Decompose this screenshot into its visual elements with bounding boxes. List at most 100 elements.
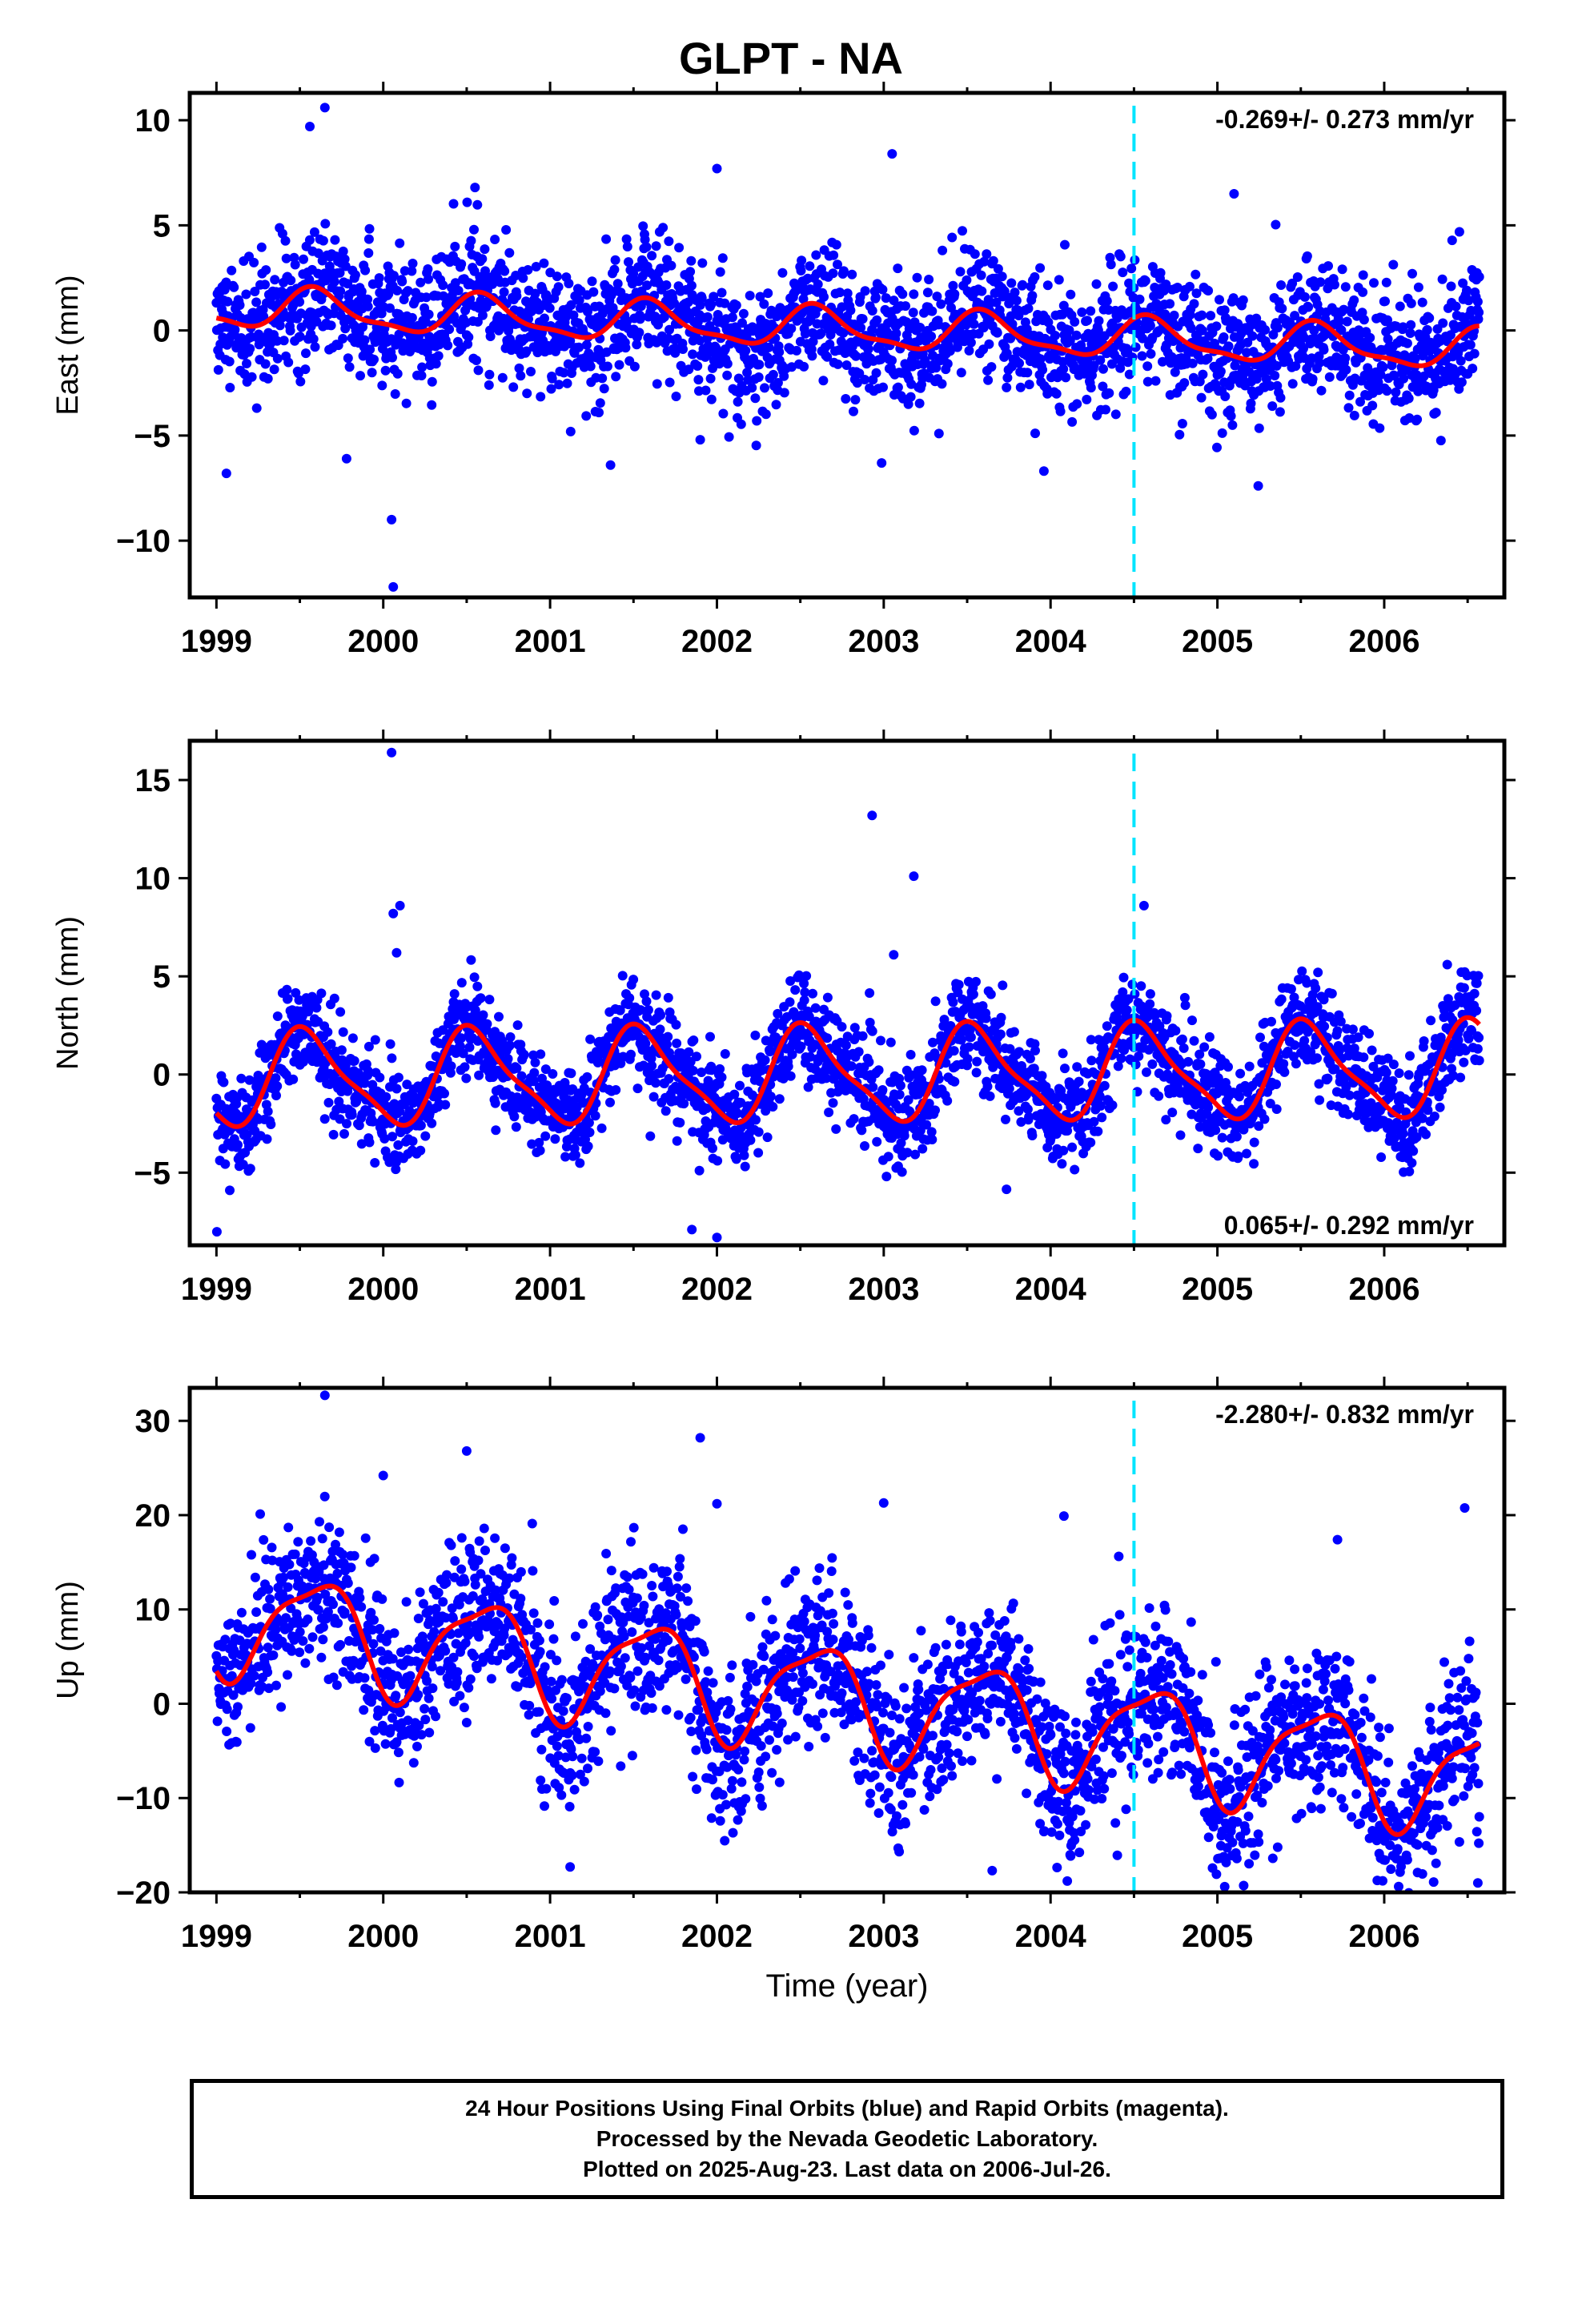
north-point bbox=[971, 976, 981, 987]
east-point bbox=[1014, 311, 1024, 320]
east-point bbox=[251, 297, 262, 308]
north-point bbox=[584, 1118, 594, 1128]
east-point bbox=[717, 253, 728, 263]
north-point bbox=[238, 1160, 248, 1170]
north-point bbox=[794, 970, 804, 980]
north-point bbox=[335, 1007, 346, 1017]
north-point bbox=[1067, 1142, 1078, 1152]
north-point bbox=[1057, 1159, 1067, 1169]
east-point bbox=[1303, 302, 1314, 312]
east-point bbox=[1169, 310, 1179, 320]
east-point bbox=[1038, 466, 1049, 476]
east-xtick-label: 2004 bbox=[1015, 624, 1087, 659]
north-point bbox=[233, 1140, 243, 1150]
east-point bbox=[242, 359, 251, 368]
east-point bbox=[909, 289, 919, 300]
east-point bbox=[610, 255, 620, 265]
east-point bbox=[1260, 324, 1271, 335]
east-point bbox=[504, 247, 515, 258]
north-point bbox=[1233, 1151, 1243, 1161]
north-point bbox=[926, 1127, 937, 1137]
north-point bbox=[334, 1096, 344, 1107]
east-point bbox=[300, 364, 311, 375]
east-point bbox=[666, 260, 677, 271]
north-point bbox=[1315, 1095, 1325, 1105]
north-point bbox=[1327, 988, 1337, 999]
east-point bbox=[522, 388, 532, 399]
north-point bbox=[624, 993, 635, 1003]
north-point bbox=[799, 995, 809, 1005]
north-point bbox=[1030, 1045, 1040, 1055]
east-point bbox=[587, 276, 597, 287]
north-point bbox=[655, 1024, 665, 1035]
north-point bbox=[822, 992, 833, 1003]
east-point bbox=[629, 361, 640, 372]
east-point bbox=[982, 249, 992, 259]
east-point bbox=[355, 371, 365, 381]
east-point bbox=[369, 354, 379, 364]
east-point bbox=[1378, 362, 1388, 372]
north-point bbox=[1113, 1061, 1123, 1072]
east-point bbox=[363, 234, 374, 244]
east-point bbox=[358, 322, 367, 332]
east-point bbox=[857, 314, 868, 324]
north-point bbox=[982, 1081, 993, 1092]
east-point bbox=[708, 363, 717, 373]
north-point bbox=[785, 997, 795, 1007]
east-point bbox=[602, 361, 612, 372]
east-point bbox=[693, 361, 703, 371]
east-point bbox=[641, 242, 652, 252]
north-point bbox=[1005, 1043, 1015, 1054]
east-point bbox=[741, 345, 751, 356]
east-point bbox=[912, 272, 922, 283]
east-point bbox=[559, 368, 569, 378]
north-point bbox=[464, 1042, 475, 1052]
east-point bbox=[310, 342, 320, 352]
north-point bbox=[785, 1071, 796, 1081]
north-point bbox=[1231, 1132, 1242, 1142]
east-point bbox=[394, 329, 404, 340]
north-point bbox=[379, 1133, 390, 1144]
north-point bbox=[1037, 1071, 1047, 1081]
east-point bbox=[760, 383, 769, 393]
north-point bbox=[941, 1058, 951, 1068]
north-point bbox=[445, 1068, 456, 1078]
north-point bbox=[244, 1075, 255, 1085]
east-point bbox=[725, 339, 735, 349]
east-point bbox=[1137, 351, 1147, 361]
east-point bbox=[1417, 297, 1427, 308]
north-point bbox=[1312, 1002, 1323, 1012]
north-point bbox=[964, 1042, 974, 1052]
east-point bbox=[512, 291, 522, 301]
east-point bbox=[338, 333, 348, 344]
east-point bbox=[1405, 328, 1415, 338]
north-point bbox=[446, 1061, 456, 1072]
east-point bbox=[1189, 299, 1199, 309]
north-point bbox=[1154, 1091, 1164, 1101]
north-point bbox=[705, 1031, 715, 1042]
east-point bbox=[279, 336, 289, 346]
east-point bbox=[1185, 281, 1195, 292]
east-panel: 1999 2000 2001 2002 2003 2004 2005 2006−10−5051… bbox=[51, 82, 1516, 659]
east-point bbox=[484, 369, 495, 380]
north-point bbox=[1014, 1106, 1024, 1116]
north-point bbox=[663, 1031, 673, 1042]
east-point bbox=[628, 268, 639, 279]
east-point bbox=[497, 372, 508, 383]
east-point bbox=[915, 323, 926, 332]
north-point bbox=[692, 1051, 701, 1062]
east-point bbox=[1375, 369, 1386, 380]
east-point bbox=[390, 389, 400, 399]
east-point bbox=[1344, 390, 1355, 400]
east-point bbox=[956, 368, 966, 378]
north-point bbox=[476, 993, 486, 1003]
north-point bbox=[1099, 1080, 1110, 1091]
east-point bbox=[818, 376, 829, 386]
north-point bbox=[849, 1023, 860, 1033]
east-point bbox=[614, 360, 624, 370]
east-point bbox=[1342, 316, 1352, 327]
east-point bbox=[755, 292, 765, 302]
north-point bbox=[946, 1021, 956, 1031]
east-point bbox=[992, 328, 1002, 338]
east-point bbox=[499, 287, 509, 297]
